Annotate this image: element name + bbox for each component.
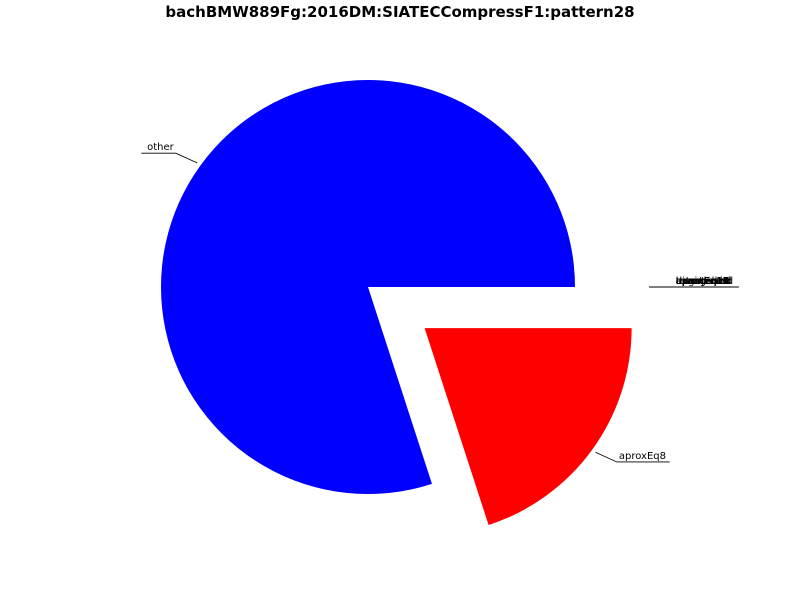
slice-label-aproxeq10: aproxEq10 <box>676 276 730 287</box>
slice-label-aproxeq18: aproxEq18 <box>676 276 730 287</box>
pie-slice-other <box>161 79 575 495</box>
slice-label-inverted: inverted <box>676 276 718 287</box>
slice-label-retrograde: retrograde <box>676 276 729 287</box>
slice-label-aproxeq15: aproxEq15 <box>676 276 730 287</box>
slice-label-aproxeq13: aproxEq13 <box>676 276 730 287</box>
chart-title: bachBMW889Fg:2016DM:SIATECCompressF1:pat… <box>165 3 635 21</box>
slice-label-aproxeq16: aproxEq16 <box>676 276 730 287</box>
slice-label-aproxeq11: aproxEq11 <box>676 276 730 287</box>
slice-label-augmented: augmented <box>676 276 733 287</box>
leader-line-aproxeq8 <box>595 451 670 463</box>
slice-label-aproxeq12: aproxEq12 <box>676 276 730 287</box>
slice-label-diminished: diminished <box>676 276 731 287</box>
slice-label-aproxeq8: aproxEq8 <box>619 451 666 462</box>
slice-label-exact: exact <box>676 276 704 287</box>
slice-label-other: other <box>147 142 175 153</box>
slice-label-transposed: transposed <box>676 276 732 287</box>
pie-slices <box>161 79 632 526</box>
pie-leader-lines <box>141 152 739 463</box>
slice-label-aproxeq14: aproxEq14 <box>676 276 730 287</box>
pie-slice-aproxeq8 <box>424 328 632 526</box>
slice-label-aproxeq17: aproxEq17 <box>676 276 730 287</box>
leader-line-other <box>141 152 198 164</box>
pie-labels: other aproxEq8 aproxEq10aproxEq11aproxEq12… <box>147 142 733 462</box>
